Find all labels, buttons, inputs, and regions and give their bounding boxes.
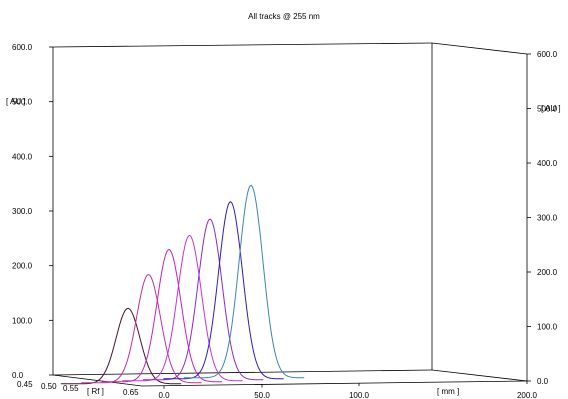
rf-tick-label-2: 0.55: [63, 384, 79, 393]
y-axis-label-left: [ AU ]: [6, 97, 26, 106]
rf-tick-label-1: 0.50: [41, 382, 57, 391]
y-tick-label-right-1: 100.0: [537, 323, 558, 332]
x-tick-label-2: 100.0: [349, 391, 370, 399]
y-tick-label-right-6: 600.0: [537, 50, 558, 59]
track-trace-5: [142, 218, 264, 381]
y-ticks-right: 0.0 100.0 200.0 300.0 400.0 500.0 600.0: [527, 50, 558, 386]
top-back-edge: [52, 42, 433, 48]
baseline-back: [52, 369, 433, 376]
chart-frame: [52, 42, 528, 387]
track-trace-2: [81, 274, 202, 384]
y-tick-label-left-6: 600.0: [12, 43, 33, 52]
y-tick-label-right-2: 200.0: [537, 268, 558, 277]
y-tick-label-right-4: 400.0: [537, 159, 558, 168]
y-axis-label-right: [ AU ]: [541, 104, 561, 113]
y-tick-label-left-2: 200.0: [12, 262, 33, 271]
track-trace-1: [60, 307, 182, 385]
track-trace-3: [101, 248, 223, 383]
baseline-right: [431, 369, 528, 382]
x-axis-label: [ mm ]: [437, 387, 459, 396]
x-tick-label-0: 0.0: [158, 391, 170, 399]
y-tick-label-left-4: 400.0: [12, 152, 33, 161]
track-trace-7: [183, 184, 305, 379]
mm-axis: [141, 380, 528, 387]
y-tick-label-left-5: 500.0: [12, 98, 33, 107]
y-tick-label-left-1: 100.0: [12, 316, 33, 325]
x-tick-label-1: 50.0: [254, 391, 270, 399]
x-ticks: 0.0 50.0 100.0 200.0: [158, 381, 538, 399]
rf-axis-label: [ Rf ]: [87, 387, 104, 396]
y-tick-label-left-3: 300.0: [12, 207, 33, 216]
y-tick-label-left-0: 0.0: [12, 371, 24, 380]
track-trace-6: [163, 201, 284, 380]
y-tick-label-right-5: 500.0: [537, 105, 558, 114]
rf-ticks: 0.45 0.50 0.55 0.65: [17, 380, 139, 397]
rf-tick-label-0: 0.45: [17, 380, 33, 389]
track-trace-4: [122, 234, 243, 382]
top-right-edge: [431, 42, 528, 55]
traces: [60, 184, 305, 385]
x-tick-label-3: 200.0: [517, 391, 538, 399]
rf-tick-label-3: 0.65: [123, 388, 139, 397]
y-ticks-left: 0.0 100.0 200.0 300.0 400.0 500.0 600.0: [12, 43, 53, 380]
chart-title: All tracks @ 255 nm: [248, 12, 320, 21]
y-tick-label-right-3: 300.0: [537, 214, 558, 223]
y-tick-label-right-0: 0.0: [537, 377, 549, 386]
